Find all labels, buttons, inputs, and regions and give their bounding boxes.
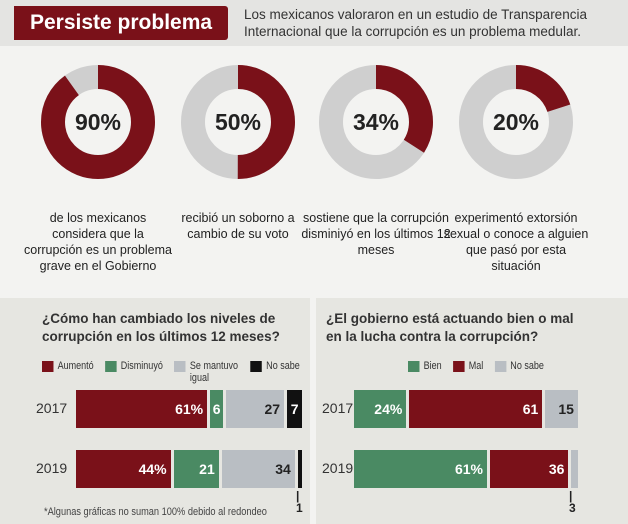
donut-caption: de los mexicanos considera que la corrup… xyxy=(24,211,172,273)
legend: Aumentó Disminuyó Se mantuvo igual No sabe xyxy=(42,360,304,384)
legend-item: Bien xyxy=(408,360,442,372)
stacked-bar: 24% 61 15 xyxy=(354,390,581,428)
donut-label: 20% xyxy=(492,109,540,135)
footnote: *Algunas gráficas no suman 100% debido a… xyxy=(44,506,267,518)
donut-chart: 50% xyxy=(178,62,298,182)
donut-chart: 20% xyxy=(456,62,576,182)
category-label: 2019 xyxy=(36,460,68,476)
legend-label: Disminuyó xyxy=(120,360,163,372)
legend-item: Aumentó xyxy=(42,360,94,384)
donut-caption: recibió un soborno a cambio de su voto xyxy=(181,211,295,241)
category-label: 2017 xyxy=(322,400,354,416)
stacked-bar: 61% 6 27 7 xyxy=(76,390,305,428)
bar-segment: 36 xyxy=(489,450,569,488)
bar-segment: 15 xyxy=(545,390,578,428)
legend-label: Mal xyxy=(468,360,484,372)
donut-value-arc xyxy=(181,65,295,179)
bar-segment: 24% xyxy=(354,390,407,428)
bar-segment: 6 xyxy=(210,390,224,428)
page-subtitle: Los mexicanos valoraron en un estudio de… xyxy=(244,7,587,39)
bar-segment: 44% xyxy=(76,450,171,488)
bar-segment xyxy=(571,450,578,488)
header: Persiste problema Los mexicanos valoraro… xyxy=(0,0,628,46)
legend-label: Bien xyxy=(423,360,442,372)
chart-panel-government: ¿El gobierno está actuando bien o mal en… xyxy=(316,298,628,524)
bar-segment: 34 xyxy=(221,450,295,488)
legend-label: No sabe xyxy=(266,360,300,372)
legend-item: Se mantuvo igual xyxy=(174,360,239,384)
donut-value-arc xyxy=(459,65,573,179)
bar-segment: 21 xyxy=(173,450,219,488)
legend-swatch xyxy=(408,361,420,372)
legend-swatch xyxy=(174,361,186,372)
category-label: 2019 xyxy=(322,460,354,476)
legend-item: No sabe xyxy=(250,360,300,384)
legend-label: Se mantuvo igual xyxy=(189,360,239,384)
bar-segment xyxy=(297,450,302,488)
donut-caption: experimentó extorsión sexual o conoce a … xyxy=(443,211,589,273)
legend-item: Mal xyxy=(453,360,483,372)
legend-label: No sabe xyxy=(510,360,544,372)
legend-swatch xyxy=(494,361,507,372)
legend-item: No sabe xyxy=(494,360,544,372)
small-value-label: | 3 xyxy=(569,489,576,515)
legend: Bien Mal No sabe xyxy=(408,360,628,372)
chart-title: ¿El gobierno está actuando bien o mal en… xyxy=(326,311,574,344)
bar-segment: 7 xyxy=(287,390,303,428)
stacked-bar: 61% 36 xyxy=(354,450,581,488)
bar-segment: 61% xyxy=(76,390,208,428)
donut-caption: sostiene que la corrupción disminiyó en … xyxy=(301,211,451,257)
stacked-bar: 44% 21 34 xyxy=(76,450,305,488)
small-value-label: | 1 xyxy=(296,489,303,515)
legend-item: Disminuyó xyxy=(105,360,163,384)
legend-swatch xyxy=(453,361,465,372)
legend-swatch xyxy=(105,361,117,372)
page-title: Persiste problema xyxy=(14,6,228,40)
donut-label: 34% xyxy=(352,109,400,135)
bar-segment: 27 xyxy=(226,390,285,428)
legend-label: Aumentó xyxy=(57,360,94,372)
legend-swatch xyxy=(250,361,263,372)
category-label: 2017 xyxy=(36,400,68,416)
donut-chart: 34% xyxy=(316,62,436,182)
donut-value-arc xyxy=(319,65,433,179)
chart-panel-levels: ¿Cómo han cambiado los niveles de corrup… xyxy=(0,298,310,524)
donut-label: 50% xyxy=(214,109,262,135)
bar-segment: 61% xyxy=(354,450,487,488)
donut-label: 90% xyxy=(74,109,122,135)
legend-swatch xyxy=(42,361,54,372)
bar-segment: 61 xyxy=(409,390,543,428)
chart-title: ¿Cómo han cambiado los niveles de corrup… xyxy=(42,311,280,344)
donut-value-arc xyxy=(41,65,155,179)
donut-chart: 90% xyxy=(38,62,158,182)
